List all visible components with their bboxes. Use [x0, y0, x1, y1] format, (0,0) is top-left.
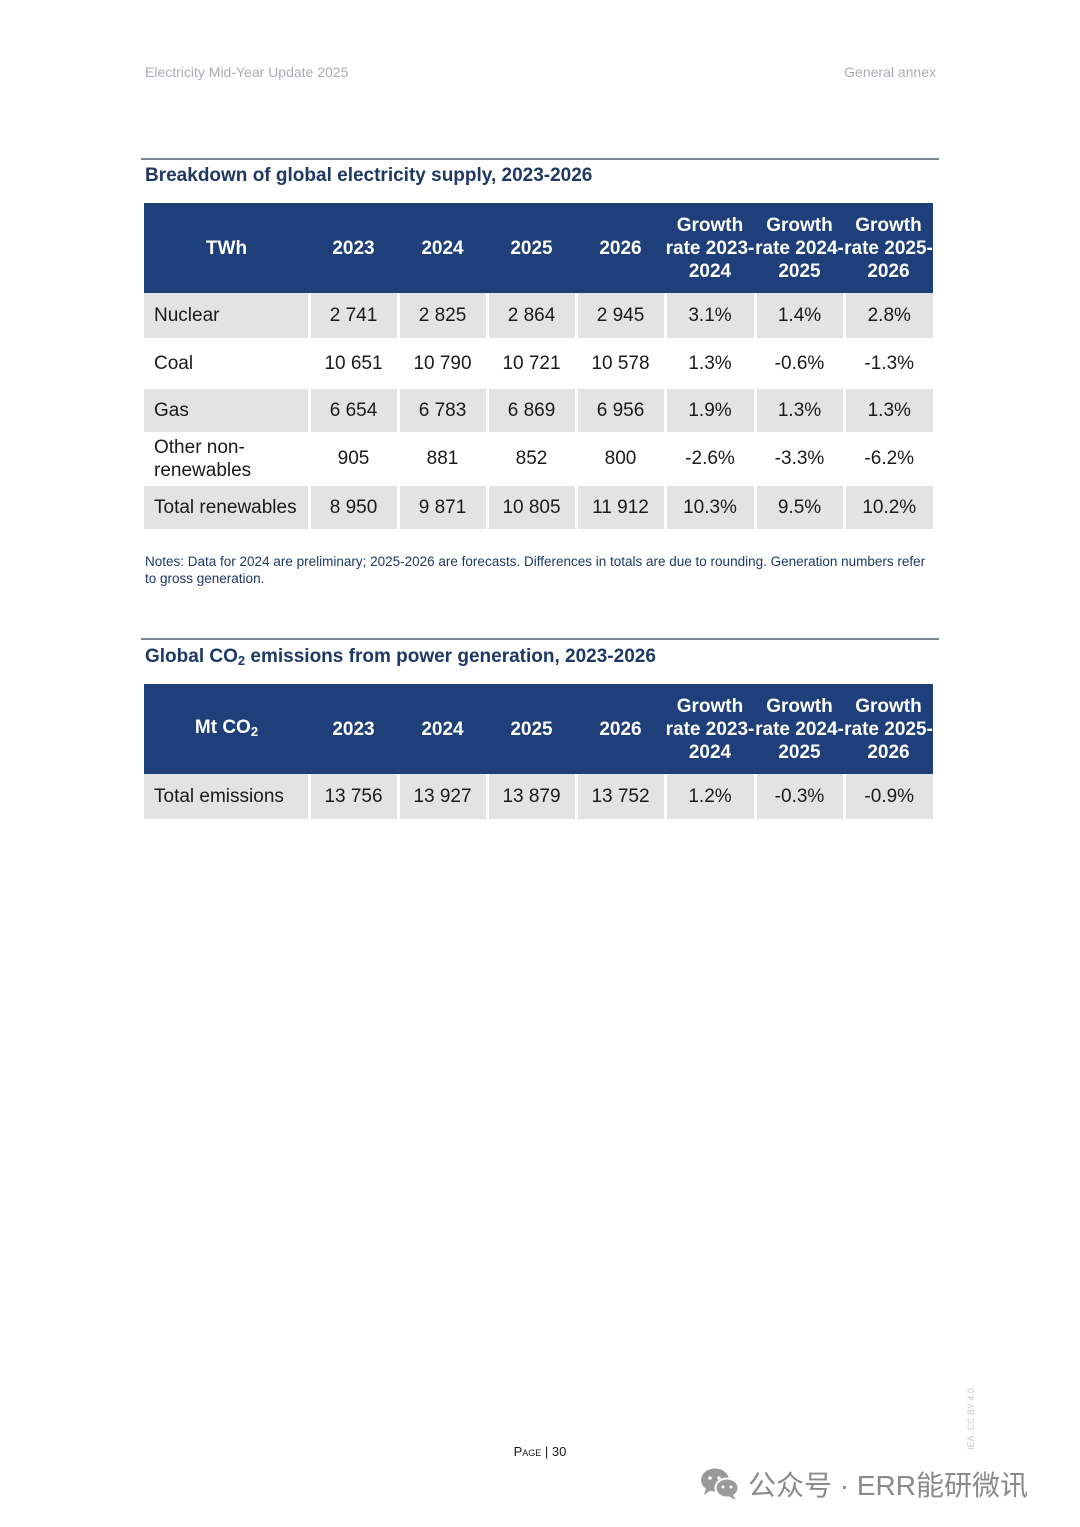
- watermark-text: 公众号 · ERR能研微讯: [748, 1470, 1029, 1501]
- table-cell: 10 790: [398, 340, 489, 389]
- table-cell: 2.8%: [844, 293, 933, 342]
- table-cell: 1.9%: [665, 387, 757, 436]
- table-row: Total emissions 13 756 13 927 13 879 13 …: [144, 774, 933, 823]
- table-cell: -0.6%: [755, 340, 846, 389]
- table-cell: 1.3%: [844, 387, 933, 436]
- table-cell: 881: [398, 434, 489, 486]
- row-label: Total renewables: [144, 484, 311, 533]
- column-header: 2024: [398, 203, 487, 293]
- column-header: 2025: [487, 203, 576, 293]
- column-header: 2025: [487, 684, 576, 774]
- row-label: Nuclear: [144, 293, 311, 342]
- table-cell: -1.3%: [844, 340, 933, 389]
- section-rule: [141, 158, 939, 160]
- column-header: Growth rate 2023-2024: [665, 684, 755, 774]
- running-head-title: Electricity Mid-Year Update 2025: [145, 64, 349, 80]
- table-cell: 1.3%: [665, 340, 757, 389]
- emissions-table-title: Global CO2 emissions from power generati…: [145, 646, 656, 668]
- table-cell: 2 741: [309, 293, 400, 342]
- row-label: Other non-renewables: [144, 434, 311, 486]
- table-row: Nuclear 2 741 2 825 2 864 2 945 3.1% 1.4…: [144, 293, 933, 342]
- table-cell: 9 871: [398, 484, 489, 533]
- table-cell: 9.5%: [755, 484, 846, 533]
- table-cell: 10 721: [487, 340, 578, 389]
- emissions-table-header: Mt CO2 2023 2024 2025 2026 Growth rate 2…: [144, 684, 933, 774]
- table-cell: 1.4%: [755, 293, 846, 342]
- table-cell: 13 752: [576, 774, 667, 823]
- table-cell: 800: [576, 434, 667, 486]
- supply-table: TWh 2023 2024 2025 2026 Growth rate 2023…: [144, 203, 933, 533]
- supply-table-header: TWh 2023 2024 2025 2026 Growth rate 2023…: [144, 203, 933, 293]
- table-cell: -0.3%: [755, 774, 846, 823]
- unit-header: TWh: [144, 203, 309, 293]
- column-header: 2024: [398, 684, 487, 774]
- table-row: Gas 6 654 6 783 6 869 6 956 1.9% 1.3% 1.…: [144, 387, 933, 436]
- table-cell: 11 912: [576, 484, 667, 533]
- license-note: IEA. CC BY 4.0.: [966, 1385, 976, 1450]
- table-cell: 6 654: [309, 387, 400, 436]
- table-cell: 1.2%: [665, 774, 757, 823]
- table-cell: 10 651: [309, 340, 400, 389]
- table-cell: 10.2%: [844, 484, 933, 533]
- row-label: Gas: [144, 387, 311, 436]
- table-row: Other non-renewables 905 881 852 800 -2.…: [144, 434, 933, 486]
- table-cell: 2 825: [398, 293, 489, 342]
- table-cell: 13 927: [398, 774, 489, 823]
- row-label: Coal: [144, 340, 311, 389]
- table-cell: 2 864: [487, 293, 578, 342]
- column-header: Growth rate 2023-2024: [665, 203, 755, 293]
- table-cell: 905: [309, 434, 400, 486]
- table-cell: 13 879: [487, 774, 578, 823]
- row-label: Total emissions: [144, 774, 311, 823]
- table-cell: 6 783: [398, 387, 489, 436]
- table-cell: 8 950: [309, 484, 400, 533]
- column-header: Growth rate 2024-2025: [755, 684, 844, 774]
- supply-table-title: Breakdown of global electricity supply, …: [145, 165, 593, 186]
- column-header: Growth rate 2025-2026: [844, 684, 933, 774]
- page-number: Page | 30: [513, 1444, 567, 1459]
- emissions-table: Mt CO2 2023 2024 2025 2026 Growth rate 2…: [144, 684, 933, 823]
- table-cell: 3.1%: [665, 293, 757, 342]
- table-cell: 852: [487, 434, 578, 486]
- column-header: 2023: [309, 684, 398, 774]
- table-cell: -2.6%: [665, 434, 757, 486]
- column-header: 2026: [576, 684, 665, 774]
- table-cell: 10.3%: [665, 484, 757, 533]
- table-cell: 10 805: [487, 484, 578, 533]
- wechat-icon: [700, 1467, 740, 1501]
- table-cell: -3.3%: [755, 434, 846, 486]
- table-cell: 10 578: [576, 340, 667, 389]
- column-header: Growth rate 2025-2026: [844, 203, 933, 293]
- watermark: 公众号 · ERR能研微讯: [700, 1462, 1028, 1506]
- unit-header: Mt CO2: [144, 684, 309, 774]
- table-notes: Notes: Data for 2024 are preliminary; 20…: [145, 554, 926, 586]
- running-head-section: General annex: [844, 64, 936, 80]
- column-header: 2023: [309, 203, 398, 293]
- table-cell: -6.2%: [844, 434, 933, 486]
- table-row: Coal 10 651 10 790 10 721 10 578 1.3% -0…: [144, 340, 933, 389]
- table-cell: 13 756: [309, 774, 400, 823]
- table-row: Total renewables 8 950 9 871 10 805 11 9…: [144, 484, 933, 533]
- table-cell: 1.3%: [755, 387, 846, 436]
- table-cell: 6 869: [487, 387, 578, 436]
- table-cell: 2 945: [576, 293, 667, 342]
- section-rule: [141, 638, 939, 640]
- table-cell: 6 956: [576, 387, 667, 436]
- table-cell: -0.9%: [844, 774, 933, 823]
- column-header: 2026: [576, 203, 665, 293]
- column-header: Growth rate 2024-2025: [755, 203, 844, 293]
